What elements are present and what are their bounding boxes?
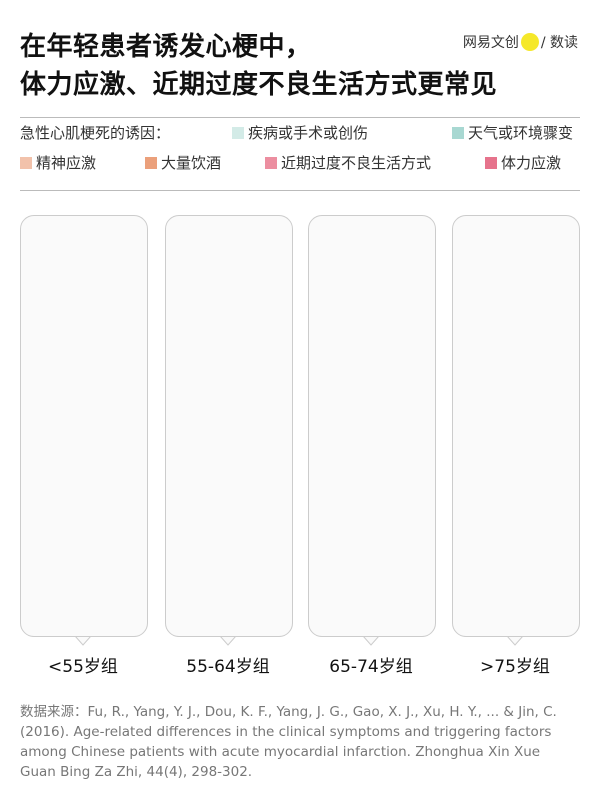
legend-text: 体力应激	[501, 154, 562, 172]
legend-item: 大量饮酒	[145, 152, 221, 173]
legend-text: 大量饮酒	[161, 154, 222, 172]
panel	[308, 215, 436, 637]
panel	[452, 215, 580, 637]
legend-label: 急性心肌梗死的诱因：	[20, 124, 171, 142]
legend-swatch	[145, 156, 157, 169]
panel-pointer	[505, 635, 525, 646]
legend-text: 天气或环境骤变	[468, 124, 574, 142]
panel-pointer	[361, 635, 381, 646]
legend-text: 疾病或手术或创伤	[248, 124, 369, 142]
panel	[165, 215, 293, 637]
category-label: 55-64岁组	[186, 657, 270, 677]
title-line-1: 在年轻患者诱发心梗中，	[20, 32, 312, 62]
category-label: >75岁组	[480, 657, 550, 677]
legend-item: 体力应激	[485, 152, 561, 173]
panel-pointer	[73, 635, 93, 646]
legend-swatch	[485, 156, 497, 169]
legend-item: 近期过度不良生活方式	[265, 152, 431, 173]
logo-dot	[520, 33, 539, 51]
legend-swatch	[232, 126, 244, 139]
legend-text: 近期过度不良生活方式	[281, 154, 432, 172]
title-line-2: 体力应激、近期过度不良生活方式更常见	[20, 70, 498, 100]
source-note: 数据来源：Fu, R., Yang, Y. J., Dou, K. F., Ya…	[20, 704, 557, 780]
category-label: <55岁组	[48, 657, 118, 677]
panel-pointer	[218, 635, 238, 646]
legend-swatch	[265, 156, 277, 169]
legend-item: 精神应激	[20, 152, 96, 173]
legend-text: 精神应激	[36, 154, 97, 172]
panel	[20, 215, 148, 637]
category-label: 65-74岁组	[329, 657, 413, 677]
logo-left: 网易文创	[462, 35, 519, 51]
logo-right: / 数读	[540, 35, 578, 51]
divider	[20, 190, 580, 191]
logo: 网易文创 / 数读	[463, 32, 578, 52]
legend-item: 天气或环境骤变	[452, 122, 573, 143]
legend-item: 疾病或手术或创伤	[232, 122, 368, 143]
legend-swatch	[20, 156, 32, 169]
legend-swatch	[452, 126, 464, 139]
divider	[20, 117, 580, 118]
